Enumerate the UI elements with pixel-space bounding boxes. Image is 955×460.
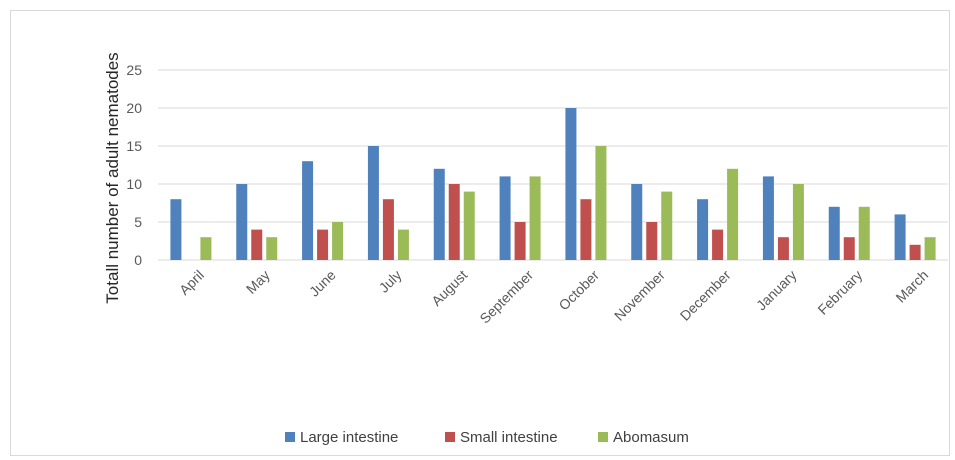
bar-abomasum-january [792, 184, 804, 260]
y-tick-label: 25 [126, 62, 142, 78]
x-tick-label-march: March [892, 267, 931, 306]
y-axis-label: Totall number of adult nematodes [103, 52, 122, 303]
bar-abomasum-august [463, 191, 475, 260]
legend-swatch-small-intestine [445, 432, 455, 442]
legend-label-small-intestine: Small intestine [460, 429, 558, 446]
bar-small-intestine-december [712, 229, 724, 260]
y-tick-label: 20 [126, 100, 142, 116]
bar-abomasum-june [332, 222, 344, 260]
bar-small-intestine-november [646, 222, 658, 260]
bar-large-intestine-july [367, 146, 379, 260]
x-tick-label-october: October [556, 267, 603, 314]
bars [170, 108, 936, 260]
x-tick-label-july: July [376, 267, 405, 296]
x-tick-labels: April May June July August September October No… [176, 267, 931, 327]
y-tick-label: 5 [134, 214, 142, 230]
bar-abomasum-february [858, 206, 870, 260]
bar-large-intestine-august [433, 168, 445, 260]
bar-abomasum-november [661, 191, 673, 260]
bar-small-intestine-february [843, 237, 855, 260]
bar-large-intestine-february [828, 206, 840, 260]
bar-small-intestine-september [514, 222, 526, 260]
bar-large-intestine-september [499, 176, 511, 260]
bar-small-intestine-july [382, 199, 394, 260]
bar-small-intestine-june [317, 229, 329, 260]
bar-abomasum-september [529, 176, 541, 260]
legend-label-abomasum: Abomasum [613, 429, 689, 446]
bar-small-intestine-may [251, 229, 263, 260]
legend-swatch-abomasum [598, 432, 608, 442]
bar-small-intestine-march [909, 244, 921, 260]
bar-large-intestine-december [697, 199, 709, 260]
x-tick-label-may: May [243, 267, 273, 297]
legend-swatch-large-intestine [285, 432, 295, 442]
x-tick-label-february: February [814, 267, 865, 318]
bar-abomasum-may [266, 237, 278, 260]
bar-large-intestine-october [565, 108, 577, 260]
bar-abomasum-december [727, 168, 739, 260]
bar-abomasum-july [397, 229, 409, 260]
gridlines [158, 69, 948, 261]
x-tick-label-april: April [176, 267, 207, 298]
x-tick-label-december: December [677, 267, 734, 324]
y-tick-label: 10 [126, 176, 142, 192]
legend: Large intestine Small intestine Abomasum [285, 429, 689, 446]
bar-small-intestine-august [448, 184, 460, 260]
x-tick-label-september: September [476, 267, 536, 327]
x-tick-label-january: January [753, 267, 800, 314]
x-tick-label-august: August [428, 267, 470, 309]
x-tick-label-november: November [611, 267, 668, 324]
bar-large-intestine-november [631, 184, 643, 260]
bar-large-intestine-may [236, 184, 248, 260]
bar-abomasum-april [200, 237, 212, 260]
bar-small-intestine-january [777, 237, 789, 260]
y-tick-label: 0 [134, 252, 142, 268]
bar-abomasum-march [924, 237, 936, 260]
x-tick-label-june: June [306, 267, 339, 300]
bar-large-intestine-january [762, 176, 774, 260]
y-tick-labels: 0 5 10 15 20 25 [126, 62, 142, 268]
bar-small-intestine-october [580, 199, 592, 260]
bar-large-intestine-march [894, 214, 906, 260]
bar-large-intestine-april [170, 199, 182, 260]
bar-large-intestine-june [302, 161, 314, 260]
y-tick-label: 15 [126, 138, 142, 154]
legend-label-large-intestine: Large intestine [300, 429, 398, 446]
bar-abomasum-october [595, 146, 607, 260]
